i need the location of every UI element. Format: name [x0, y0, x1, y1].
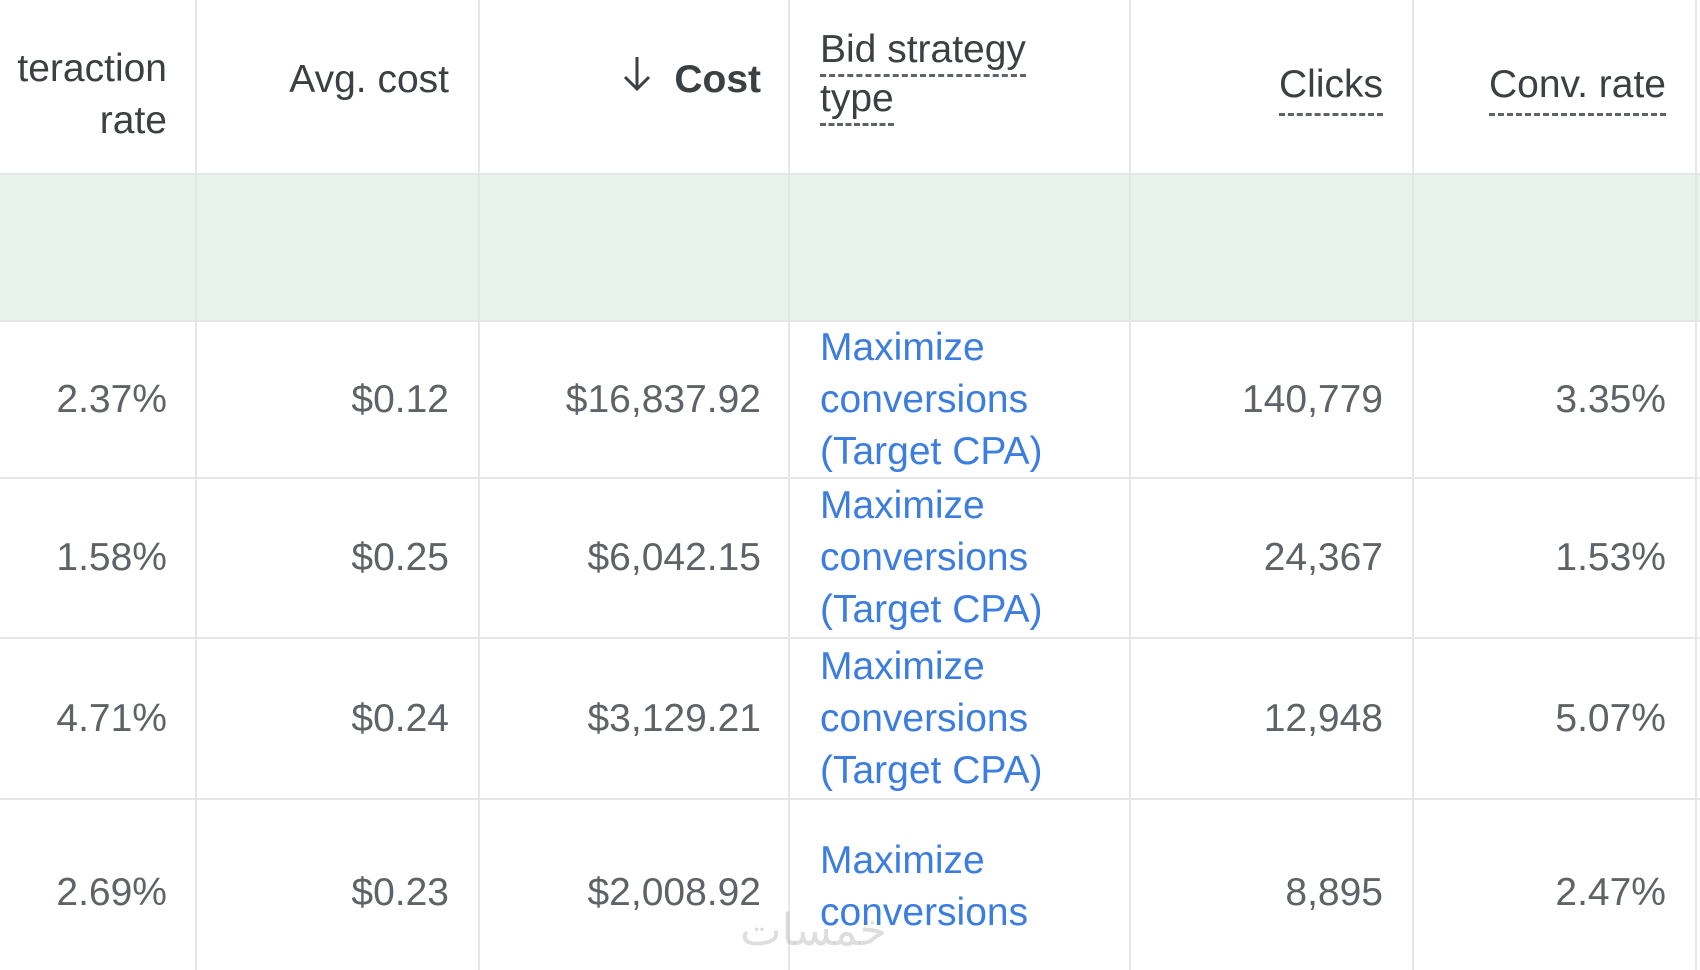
- column-divider: [1695, 0, 1697, 970]
- header-bid-strategy-type[interactable]: Bid strategy type: [820, 28, 1120, 148]
- bid-strategy-line: Maximize: [820, 484, 985, 527]
- table-row-2-cost: $6,042.15: [587, 536, 761, 579]
- header-avg-cost-label: Avg. cost: [289, 58, 449, 101]
- bid-strategy-line: conversions: [820, 696, 1029, 740]
- table-row-3-interaction-rate: 4.71%: [56, 696, 167, 740]
- table-row-3-cost: $3,129.21: [587, 696, 761, 740]
- row-divider: [0, 320, 1700, 322]
- table-row-4-conv-rate: 2.47%: [1555, 870, 1666, 914]
- header-cost[interactable]: Cost: [480, 30, 761, 130]
- row-divider: [0, 477, 1700, 479]
- bid-strategy-line: conversions: [820, 891, 1029, 934]
- table-row-3-clicks: 12,948: [1263, 696, 1383, 740]
- bid-strategy-line: Maximize: [820, 839, 985, 882]
- table-row-3-bid-strategy-link[interactable]: Maximize conversions (Target CPA): [820, 639, 1120, 798]
- header-interaction-rate-label: teraction rate: [17, 47, 167, 142]
- table-row-2-avg-cost: $0.25: [351, 536, 449, 579]
- header-bid-strategy-label-line2: type: [820, 77, 894, 126]
- row-divider: [0, 637, 1700, 639]
- header-cost-label: Cost: [674, 58, 761, 101]
- header-conv-rate-label: Conv. rate: [1488, 59, 1666, 116]
- table-row-1-avg-cost: $0.12: [351, 377, 449, 421]
- row-divider: [0, 173, 1700, 175]
- table-row-4-bid-strategy-link[interactable]: Maximize conversions: [820, 835, 1120, 945]
- table-row-1-conv-rate: 3.35%: [1555, 377, 1666, 421]
- table-row-4-interaction-rate: 2.69%: [56, 870, 167, 914]
- column-divider: [478, 0, 480, 970]
- table-row-1-cost: $16,837.92: [565, 377, 761, 421]
- table-row-2-bid-strategy-link[interactable]: Maximize conversions (Target CPA): [820, 479, 1120, 637]
- table-row-3-conv-rate: 5.07%: [1555, 696, 1666, 740]
- bid-strategy-line: conversions: [820, 536, 1029, 579]
- table-row-4-cost: $2,008.92: [587, 870, 761, 914]
- header-conv-rate[interactable]: Conv. rate: [1414, 30, 1666, 145]
- bid-strategy-line: (Target CPA): [820, 588, 1043, 631]
- table-row-2-clicks: 24,367: [1263, 536, 1383, 579]
- column-divider: [788, 0, 790, 970]
- table-row-3-avg-cost: $0.24: [351, 696, 449, 740]
- watermark-text: خمسات: [740, 905, 887, 956]
- table-row-1-clicks: 140,779: [1242, 377, 1383, 421]
- header-avg-cost[interactable]: Avg. cost: [197, 30, 449, 130]
- table-row-2-conv-rate: 1.53%: [1555, 536, 1666, 579]
- row-divider: [0, 798, 1700, 800]
- bid-strategy-line: conversions: [820, 377, 1029, 421]
- column-divider: [1412, 0, 1414, 970]
- bid-strategy-line: (Target CPA): [820, 748, 1043, 792]
- bid-strategy-line: Maximize: [820, 644, 985, 688]
- table-row-1-interaction-rate: 2.37%: [56, 377, 167, 421]
- summary-row: [0, 175, 1700, 320]
- table-row-2-interaction-rate: 1.58%: [56, 536, 167, 579]
- table-row-1-bid-strategy-link[interactable]: Maximize conversions (Target CPA): [820, 322, 1120, 477]
- header-clicks-label: Clicks: [1279, 59, 1383, 116]
- header-bid-strategy-label-line1: Bid strategy: [820, 28, 1026, 77]
- header-clicks[interactable]: Clicks: [1131, 30, 1383, 145]
- table-row-4-avg-cost: $0.23: [351, 870, 449, 914]
- arrow-down-icon[interactable]: [620, 53, 654, 107]
- column-divider: [195, 0, 197, 970]
- table-row-4-clicks: 8,895: [1285, 870, 1383, 914]
- bid-strategy-line: (Target CPA): [820, 429, 1043, 473]
- column-divider: [1129, 0, 1131, 970]
- header-interaction-rate[interactable]: teraction rate: [0, 20, 167, 170]
- bid-strategy-line: Maximize: [820, 325, 985, 369]
